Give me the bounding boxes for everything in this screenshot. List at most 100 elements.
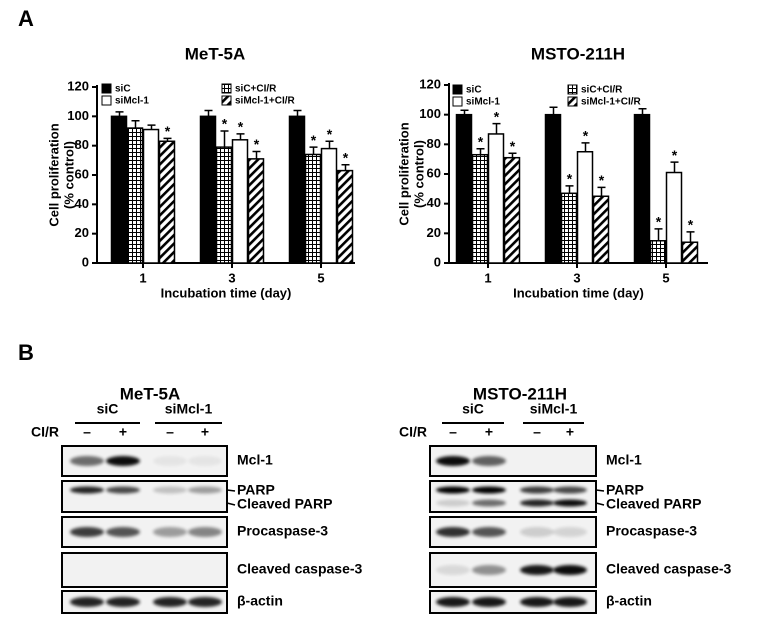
significance-mark: *: [165, 123, 171, 139]
band: [520, 527, 554, 537]
band: [436, 527, 470, 537]
error-bar: [220, 130, 229, 148]
band: [472, 486, 506, 494]
significance-mark: *: [494, 108, 500, 124]
lane-sign: +: [201, 424, 209, 440]
bar: [215, 146, 233, 264]
y-tick-label: 100: [419, 106, 441, 121]
y-tick-label: 60: [75, 166, 89, 181]
lane-sign: –: [166, 424, 174, 440]
bar: [336, 169, 354, 264]
band: [106, 597, 140, 607]
band: [106, 486, 140, 494]
legend-label: siMcl-1+CI/R: [581, 97, 642, 108]
significance-mark: *: [478, 133, 484, 149]
error-bar: [492, 122, 501, 134]
band-label: Cleaved PARP: [237, 496, 332, 512]
blot-panel: [61, 590, 228, 614]
lane-sign: +: [119, 424, 127, 440]
error-bar: [476, 148, 485, 155]
lane-sign: –: [83, 424, 91, 440]
x-axis-label: Incubation time (day): [161, 285, 292, 300]
bar: [487, 133, 505, 264]
bar: [544, 113, 562, 264]
group-label: siC: [462, 401, 484, 417]
bar: [592, 195, 610, 264]
bar: [471, 153, 489, 264]
chart-title: MSTO-211H: [531, 44, 625, 63]
band: [153, 486, 187, 494]
band: [520, 499, 554, 507]
band: [436, 597, 470, 607]
y-tick-label: 60: [427, 165, 441, 180]
leader-line: [226, 489, 236, 492]
error-bar: [204, 109, 213, 117]
significance-mark: *: [254, 136, 260, 152]
y-axis-label: Cell proliferation: [46, 123, 61, 226]
bar: [455, 113, 473, 264]
y-tick-label: 120: [419, 76, 441, 91]
blot-panel: [61, 552, 228, 588]
band: [70, 597, 104, 607]
band-label: Cleaved PARP: [606, 496, 701, 512]
y-axis-label: (% control): [61, 141, 76, 209]
legend-label: siC: [115, 84, 131, 95]
band: [520, 486, 554, 494]
band: [553, 597, 587, 607]
panel-label: A: [18, 6, 34, 31]
treatment-label: CI/R: [399, 424, 427, 440]
error-bar: [597, 186, 606, 197]
lane-sign: –: [533, 424, 541, 440]
band-label: β-actin: [237, 593, 283, 609]
bar: [633, 113, 651, 264]
band: [553, 527, 587, 537]
error-bar: [341, 163, 350, 171]
bar: [142, 128, 160, 264]
bar: [649, 240, 667, 264]
y-tick-label: 100: [67, 108, 89, 123]
group-label: siMcl-1: [530, 401, 578, 417]
legend-swatch: [452, 96, 463, 107]
legend-label: siMcl-1: [115, 96, 149, 107]
y-tick-label: 80: [427, 136, 441, 151]
band-label: Procaspase-3: [237, 523, 328, 539]
band: [153, 456, 187, 466]
band: [106, 456, 140, 466]
error-bar: [325, 140, 334, 149]
lane-sign: +: [566, 424, 574, 440]
blot-title: MeT-5A: [120, 384, 180, 403]
band: [472, 565, 506, 575]
band: [436, 499, 470, 507]
significance-mark: *: [311, 132, 317, 148]
band: [70, 486, 104, 494]
error-bar: [252, 150, 261, 159]
band: [472, 597, 506, 607]
x-tick-label: 3: [228, 270, 235, 285]
legend-swatch: [101, 95, 112, 106]
legend-swatch: [101, 83, 112, 94]
error-bar: [581, 142, 590, 152]
band: [436, 486, 470, 494]
y-tick-label: 120: [67, 78, 89, 93]
band: [188, 486, 222, 494]
significance-mark: *: [599, 172, 605, 188]
band-label: PARP: [237, 482, 275, 498]
band: [520, 597, 554, 607]
band-label: Cleaved caspase-3: [606, 561, 732, 577]
bar: [304, 153, 322, 264]
band-label: Mcl-1: [237, 452, 273, 468]
significance-mark: *: [567, 171, 573, 187]
bar: [247, 158, 265, 264]
band: [553, 499, 587, 507]
significance-mark: *: [343, 149, 349, 165]
lane-sign: +: [485, 424, 493, 440]
band: [153, 527, 187, 537]
bar: [110, 115, 128, 264]
error-bar: [508, 152, 517, 158]
y-tick-label: 80: [75, 137, 89, 152]
band: [553, 565, 587, 575]
significance-mark: *: [327, 126, 333, 142]
bar: [560, 192, 578, 264]
y-axis-label: Cell proliferation: [396, 122, 411, 225]
